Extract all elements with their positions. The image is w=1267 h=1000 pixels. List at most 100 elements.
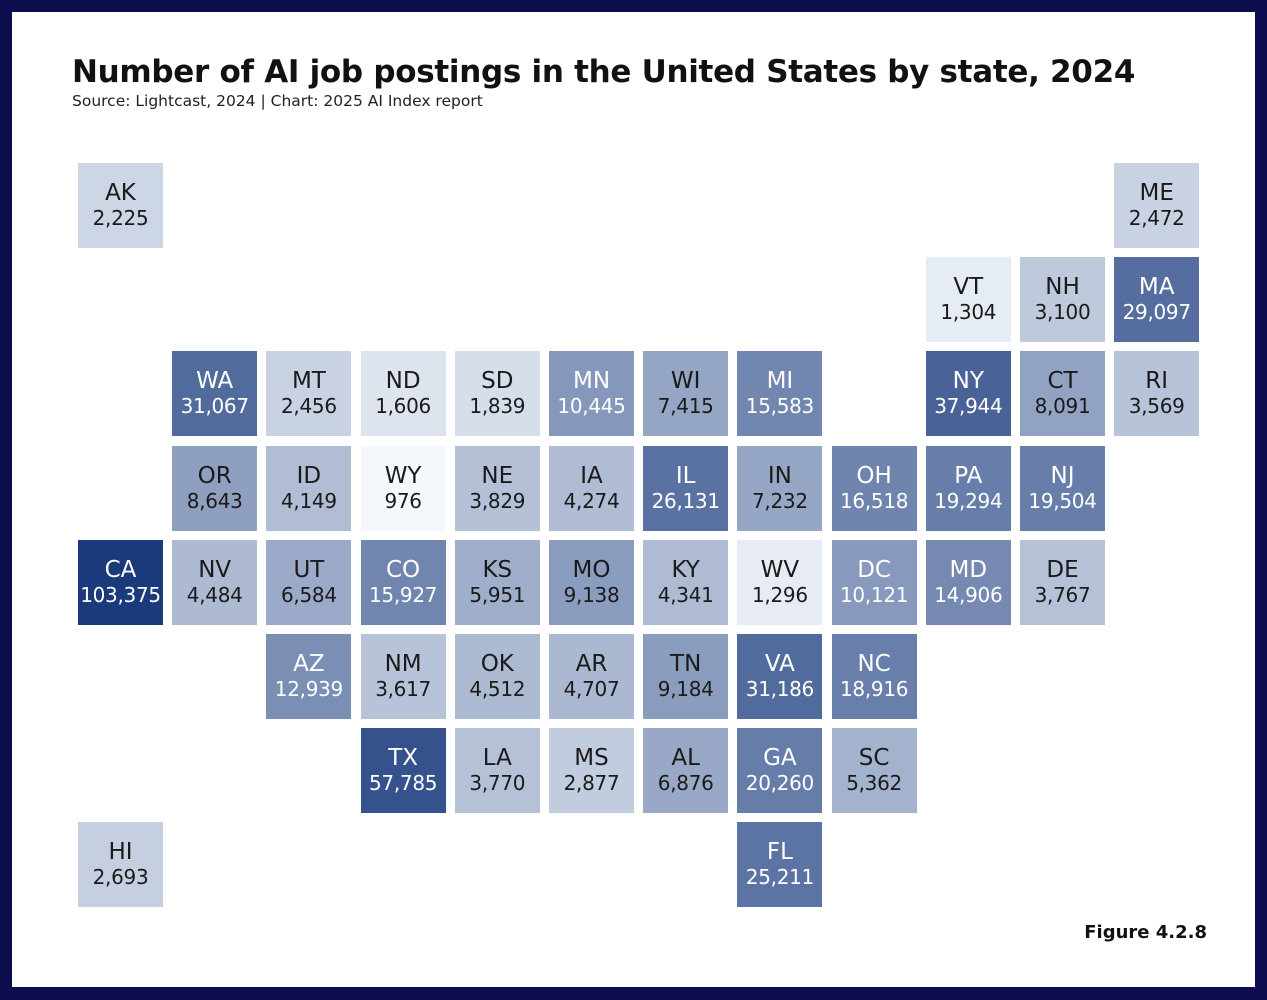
state-abbr: AR	[575, 651, 608, 677]
state-value-label: 29,097	[1122, 300, 1191, 325]
state-value-label: 31,067	[180, 394, 249, 419]
state-value-label: 20,260	[745, 771, 814, 796]
state-tile-az: AZ 12,939	[266, 634, 352, 719]
state-tile-ms: MS 2,877	[549, 728, 634, 814]
state-abbr: OR	[197, 462, 232, 489]
state-value-label: 19,504	[1028, 488, 1097, 513]
state-value-label: 16,518	[840, 488, 909, 513]
state-value-label: 9,138	[563, 582, 620, 607]
state-abbr: OH	[856, 462, 892, 489]
state-abbr: GA	[763, 745, 797, 772]
state-tile-va: VA 31,186	[737, 634, 823, 719]
state-tile-wv: WV 1,296	[737, 539, 823, 625]
state-tile-wy: WY 976	[360, 445, 446, 531]
state-abbr: IL	[675, 462, 696, 489]
state-abbr: ND	[385, 368, 421, 395]
state-value-label: 19,294	[934, 488, 1003, 513]
state-tile-ct: CT 8,091	[1020, 351, 1105, 437]
state-tile-oh: OH 16,518	[831, 445, 917, 531]
state-value-label: 18,916	[840, 677, 909, 701]
state-value-label: 2,693	[92, 865, 149, 890]
state-tile-or: OR 8,643	[172, 445, 258, 531]
state-abbr: NV	[198, 556, 232, 583]
state-tile-ga: GA 20,260	[737, 728, 823, 814]
state-abbr: IA	[580, 462, 603, 489]
state-abbr: KS	[482, 556, 513, 583]
state-abbr: SD	[481, 368, 514, 395]
state-tile-ak: AK 2,225	[78, 163, 163, 248]
state-abbr: IN	[767, 462, 792, 489]
state-value-label: 7,232	[752, 488, 808, 513]
state-value-label: 5,362	[846, 771, 902, 796]
state-value-label: 25,211	[745, 865, 814, 890]
state-tile-nj: NJ 19,504	[1020, 445, 1105, 531]
state-tile-il: IL 26,131	[643, 445, 729, 531]
state-tile-ut: UT 6,584	[266, 539, 352, 625]
state-value-label: 2,225	[92, 206, 149, 230]
state-abbr: MI	[766, 368, 794, 395]
state-tile-id: ID 4,149	[266, 445, 352, 531]
state-value-label: 1,839	[469, 394, 526, 419]
state-value-label: 57,785	[369, 771, 438, 796]
state-abbr: VA	[764, 651, 795, 677]
state-tile-sc: SC 5,362	[831, 728, 917, 814]
state-tile-map: AK 2,225 ME 2,472 VT 1,304 NH 3,100 MA 29,097 WA 31…	[12, 12, 1255, 987]
state-tile-pa: PA 19,294	[925, 445, 1011, 531]
state-tile-tn: TN 9,184	[643, 634, 729, 719]
chart-subtitle: Source: Lightcast, 2024 | Chart: 2025 AI…	[72, 92, 483, 110]
state-abbr: NJ	[1050, 462, 1075, 489]
state-abbr: PA	[954, 462, 983, 489]
state-abbr: MO	[572, 556, 611, 583]
state-abbr: WA	[196, 368, 234, 395]
state-abbr: NM	[384, 651, 422, 677]
state-value-label: 3,569	[1128, 394, 1185, 419]
state-tile-ky: KY 4,341	[643, 539, 729, 625]
state-value-label: 2,877	[563, 771, 620, 796]
state-abbr: VT	[953, 274, 984, 301]
state-abbr: DC	[857, 556, 891, 583]
state-abbr: AK	[105, 180, 136, 206]
state-value-label: 1,296	[752, 582, 808, 607]
state-abbr: MA	[1138, 274, 1175, 301]
state-tile-md: MD 14,906	[925, 539, 1011, 625]
state-abbr: CA	[104, 556, 137, 583]
state-abbr: AL	[671, 745, 700, 772]
state-value-label: 10,121	[840, 582, 909, 607]
state-abbr: AZ	[293, 651, 325, 677]
state-abbr: WI	[670, 368, 701, 395]
state-tile-dc: DC 10,121	[831, 539, 917, 625]
state-value-label: 15,927	[369, 582, 438, 607]
state-value-label: 3,767	[1034, 582, 1091, 607]
state-tile-tx: TX 57,785	[360, 728, 446, 814]
state-value-label: 2,472	[1128, 206, 1185, 230]
state-abbr: MN	[572, 368, 611, 395]
state-abbr: NH	[1045, 274, 1080, 301]
state-tile-hi: HI 2,693	[78, 822, 163, 908]
state-value-label: 3,770	[469, 771, 526, 796]
state-value-label: 103,375	[80, 582, 161, 607]
state-abbr: DE	[1046, 556, 1079, 583]
state-value-label: 6,876	[657, 771, 714, 796]
chart-title: Number of AI job postings in the United …	[72, 54, 1136, 90]
state-tile-mi: MI 15,583	[737, 351, 823, 437]
state-abbr: ID	[296, 462, 322, 489]
state-tile-ok: OK 4,512	[454, 634, 540, 719]
state-value-label: 4,274	[563, 488, 620, 513]
state-value-label: 3,617	[375, 677, 431, 701]
state-tile-ma: MA 29,097	[1114, 257, 1200, 343]
state-tile-ri: RI 3,569	[1114, 351, 1200, 437]
state-abbr: WV	[760, 556, 800, 583]
state-value-label: 4,512	[469, 677, 526, 701]
state-tile-nd: ND 1,606	[360, 351, 446, 437]
state-abbr: TN	[670, 651, 702, 677]
state-tile-ca: CA 103,375	[78, 539, 163, 625]
state-abbr: WY	[384, 462, 422, 489]
state-tile-nc: NC 18,916	[831, 634, 917, 719]
state-value-label: 5,951	[469, 582, 526, 607]
state-tile-in: IN 7,232	[737, 445, 823, 531]
state-tile-ne: NE 3,829	[454, 445, 540, 531]
state-tile-vt: VT 1,304	[925, 257, 1011, 343]
state-value-label: 31,186	[745, 677, 814, 701]
state-tile-mn: MN 10,445	[549, 351, 634, 437]
state-abbr: NE	[481, 462, 514, 489]
